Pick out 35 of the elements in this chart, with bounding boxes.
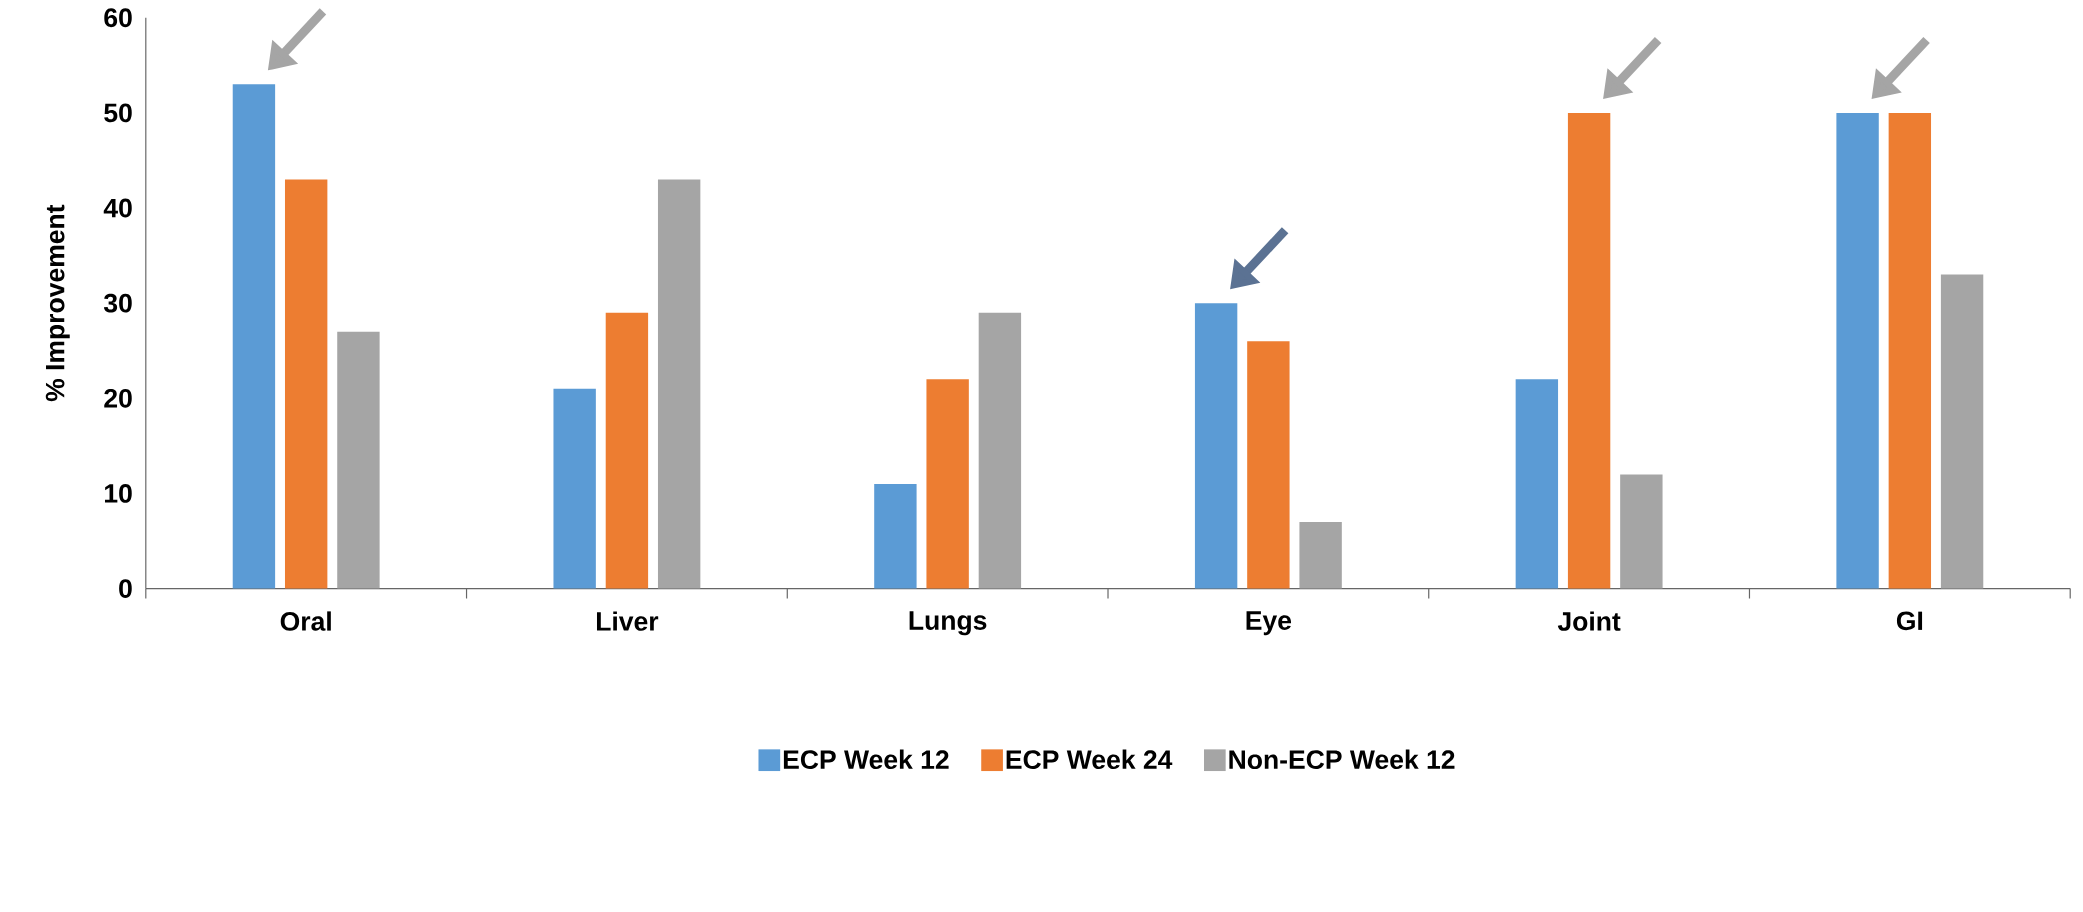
legend-label: Non-ECP Week 12: [1229, 749, 1455, 770]
bar: [337, 331, 380, 589]
bar: [232, 84, 276, 589]
x-tick-label: Oral: [280, 611, 331, 631]
bar: [284, 179, 328, 589]
bar: [657, 179, 701, 589]
bar: [1299, 522, 1342, 589]
bar: [553, 388, 596, 589]
x-tick-label: Joint: [1557, 611, 1621, 631]
y-tick-label: 40: [103, 198, 132, 218]
legend-label: ECP Week 12: [783, 749, 949, 770]
bar: [1888, 112, 1932, 589]
y-tick-label: 60: [104, 8, 132, 28]
x-tick-label: Eye: [1246, 611, 1292, 636]
bar: [926, 379, 969, 589]
x-tick-label: GI: [1896, 611, 1923, 631]
x-tick-label: Liver: [596, 611, 659, 631]
legend-label: ECP Week 24: [1006, 749, 1173, 770]
bar: [1515, 379, 1559, 589]
x-tick-label: Lungs: [909, 611, 987, 636]
bar: [1836, 112, 1879, 589]
y-tick-label: 0: [119, 579, 132, 598]
y-axis-title: % Improvement: [45, 204, 70, 402]
bar: [605, 312, 649, 589]
bar: [1940, 274, 1984, 589]
bar: [874, 483, 917, 589]
y-tick-label: 20: [104, 388, 132, 408]
y-tick-label: 30: [103, 293, 132, 313]
y-tick-label: 10: [105, 484, 132, 503]
bar: [1194, 303, 1238, 589]
bar: [978, 312, 1022, 589]
bar: [1567, 112, 1611, 589]
y-tick-label: 50: [104, 103, 132, 123]
bar: [1620, 474, 1663, 589]
bar: [1247, 341, 1290, 589]
